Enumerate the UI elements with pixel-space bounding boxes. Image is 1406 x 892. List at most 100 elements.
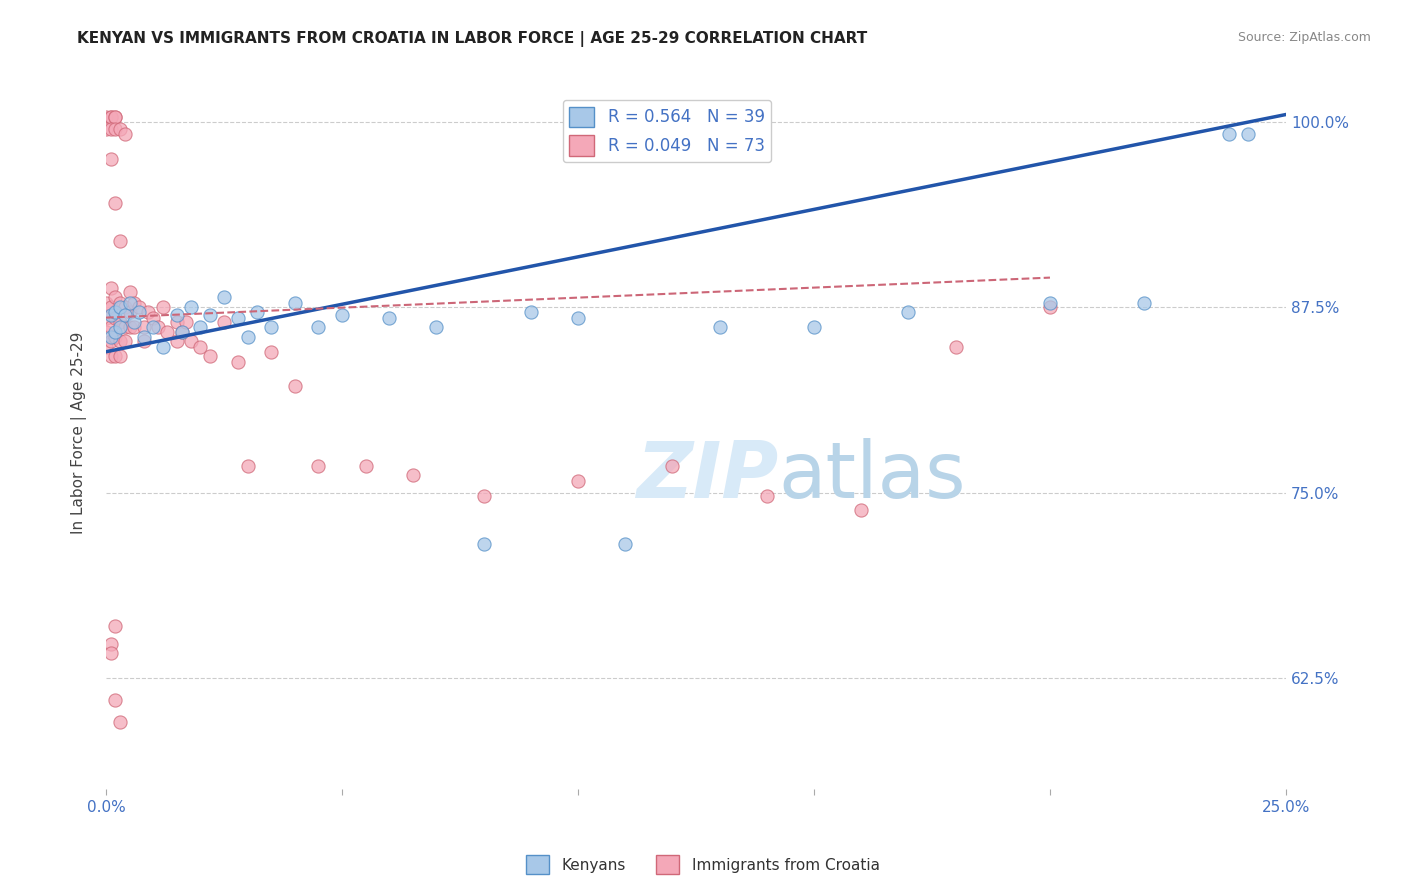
Point	[94, 310, 117, 325]
Point	[114, 300, 136, 314]
Point	[246, 304, 269, 318]
Point	[378, 310, 401, 325]
Point	[180, 334, 202, 349]
Point	[166, 334, 188, 349]
Point	[236, 458, 259, 473]
Point	[755, 489, 778, 503]
Point	[104, 330, 127, 344]
Point	[152, 300, 174, 314]
Point	[212, 315, 235, 329]
Point	[166, 315, 188, 329]
Point	[803, 319, 825, 334]
Point	[567, 474, 589, 488]
Point	[307, 319, 329, 334]
Point	[212, 290, 235, 304]
Point	[118, 295, 141, 310]
Point	[114, 319, 136, 334]
Point	[104, 310, 127, 325]
Point	[104, 304, 127, 318]
Point	[94, 340, 117, 354]
Point	[94, 295, 117, 310]
Point	[104, 196, 127, 211]
Point	[100, 152, 122, 166]
Point	[100, 349, 122, 363]
Point	[108, 334, 131, 349]
Point	[180, 300, 202, 314]
Point	[142, 319, 165, 334]
Point	[108, 122, 131, 136]
Point	[100, 334, 122, 349]
Point	[174, 315, 197, 329]
Legend: R = 0.564   N = 39, R = 0.049   N = 73: R = 0.564 N = 39, R = 0.049 N = 73	[562, 100, 772, 162]
Point	[128, 300, 150, 314]
Point	[132, 334, 155, 349]
Point	[114, 334, 136, 349]
Point	[945, 340, 967, 354]
Point	[1218, 127, 1240, 141]
Point	[118, 304, 141, 318]
Point	[104, 111, 127, 125]
Point	[226, 310, 249, 325]
Point	[100, 122, 122, 136]
Point	[108, 315, 131, 329]
Point	[236, 330, 259, 344]
Point	[108, 300, 131, 314]
Point	[897, 304, 920, 318]
Point	[104, 693, 127, 707]
Point	[354, 458, 377, 473]
Point	[100, 300, 122, 314]
Point	[114, 308, 136, 322]
Point	[124, 295, 146, 310]
Point	[661, 458, 683, 473]
Point	[260, 344, 283, 359]
Point	[170, 326, 193, 340]
Point	[104, 290, 127, 304]
Point	[94, 326, 117, 340]
Point	[132, 330, 155, 344]
Point	[330, 308, 353, 322]
Point	[520, 304, 543, 318]
Point	[472, 489, 495, 503]
Point	[1039, 295, 1062, 310]
Point	[166, 308, 188, 322]
Point	[152, 340, 174, 354]
Text: ZIP: ZIP	[637, 438, 779, 514]
Point	[118, 285, 141, 300]
Point	[1237, 127, 1260, 141]
Point	[94, 111, 117, 125]
Point	[108, 349, 131, 363]
Point	[1039, 300, 1062, 314]
Point	[114, 127, 136, 141]
Text: KENYAN VS IMMIGRANTS FROM CROATIA IN LABOR FORCE | AGE 25-29 CORRELATION CHART: KENYAN VS IMMIGRANTS FROM CROATIA IN LAB…	[77, 31, 868, 47]
Point	[108, 715, 131, 730]
Point	[100, 319, 122, 334]
Point	[124, 319, 146, 334]
Point	[138, 304, 160, 318]
Point	[1133, 295, 1156, 310]
Point	[307, 458, 329, 473]
Point	[849, 503, 872, 517]
Point	[425, 319, 447, 334]
Legend: Kenyans, Immigrants from Croatia: Kenyans, Immigrants from Croatia	[520, 849, 886, 880]
Point	[146, 319, 169, 334]
Point	[132, 319, 155, 334]
Point	[402, 467, 425, 482]
Point	[198, 308, 221, 322]
Point	[104, 349, 127, 363]
Point	[284, 295, 307, 310]
Point	[284, 379, 307, 393]
Point	[108, 319, 131, 334]
Point	[108, 295, 131, 310]
Point	[100, 646, 122, 660]
Point	[156, 326, 179, 340]
Point	[198, 349, 221, 363]
Point	[100, 281, 122, 295]
Point	[260, 319, 283, 334]
Point	[142, 310, 165, 325]
Point	[226, 355, 249, 369]
Y-axis label: In Labor Force | Age 25-29: In Labor Force | Age 25-29	[72, 332, 87, 534]
Point	[100, 330, 122, 344]
Point	[100, 308, 122, 322]
Point	[100, 111, 122, 125]
Point	[190, 340, 212, 354]
